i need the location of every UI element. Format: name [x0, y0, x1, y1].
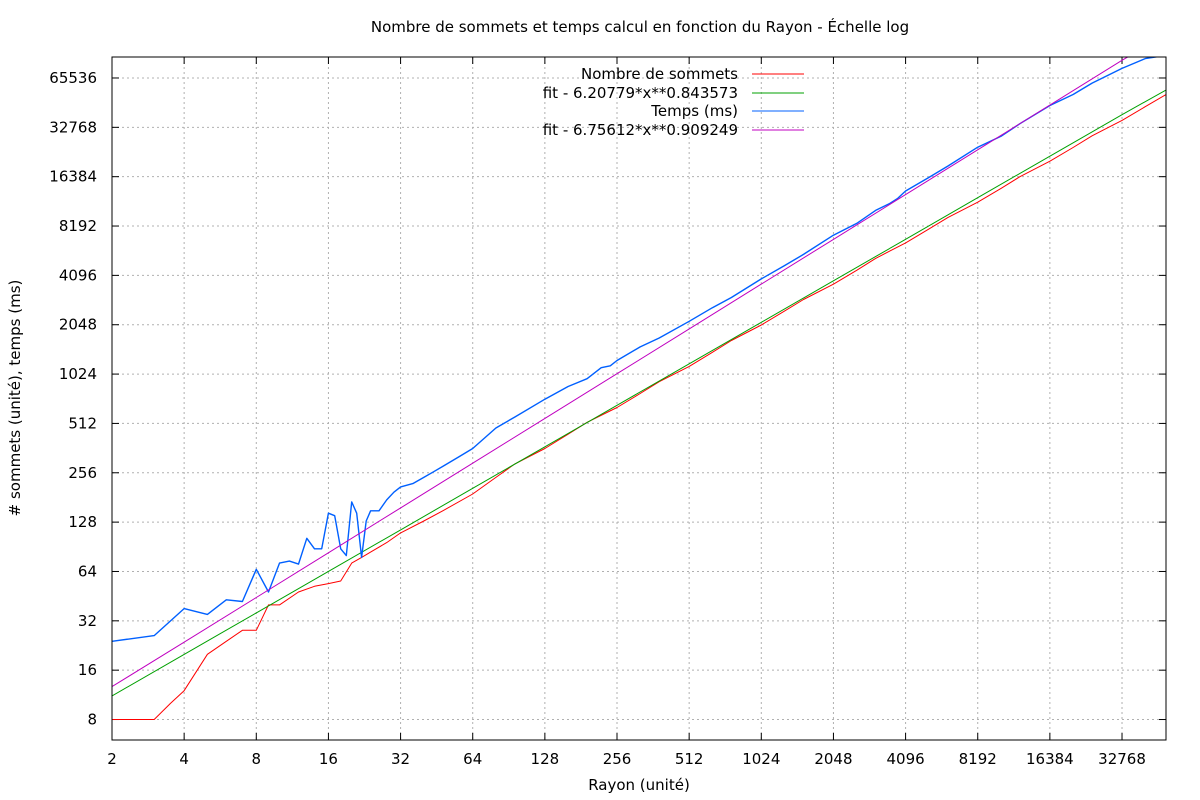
- x-tick-label: 2: [107, 750, 117, 768]
- x-tick-label: 32768: [1098, 750, 1146, 768]
- y-tick-label: 2048: [59, 316, 97, 334]
- x-tick-label: 64: [463, 750, 482, 768]
- y-tick-label: 256: [68, 464, 97, 482]
- x-tick-label: 16384: [1026, 750, 1074, 768]
- x-tick-label: 128: [531, 750, 560, 768]
- chart-title: Nombre de sommets et temps calcul en fon…: [371, 17, 909, 36]
- x-tick-label: 32: [391, 750, 410, 768]
- series-group: [112, 57, 1166, 720]
- series-line-1: [112, 89, 1166, 697]
- y-tick-label: 128: [68, 513, 97, 531]
- grid: [112, 57, 1166, 740]
- x-tick-label: 4096: [886, 750, 924, 768]
- series-line-2: [112, 57, 1161, 642]
- y-axis-label: # sommets (unité), temps (ms): [6, 280, 24, 517]
- x-tick-label: 256: [603, 750, 632, 768]
- y-tick-label: 1024: [59, 365, 97, 383]
- legend-label: Temps (ms): [650, 102, 738, 120]
- series-line-3: [112, 57, 1129, 688]
- x-tick-label: 1024: [742, 750, 780, 768]
- legend-label: fit - 6.75612*x**0.909249: [543, 121, 738, 139]
- x-tick-label: 4: [179, 750, 189, 768]
- y-tick-label: 32768: [49, 118, 97, 136]
- y-tick-label: 16384: [49, 168, 97, 186]
- x-tick-label: 2048: [814, 750, 852, 768]
- x-tick-label: 8: [252, 750, 262, 768]
- y-tick-label: 64: [78, 562, 97, 580]
- y-tick-label: 4096: [59, 266, 97, 284]
- y-tick-label: 8: [87, 711, 97, 729]
- y-tick-label: 65536: [49, 69, 97, 87]
- legend-label: Nombre de sommets: [581, 65, 738, 83]
- legend-label: fit - 6.20779*x**0.843573: [543, 84, 738, 102]
- y-tick-label: 16: [78, 661, 97, 679]
- axis-ticks: 2 4 8 16 32 64 128 256 512 1024 2048 4096 8192 16384 3…: [49, 57, 1166, 768]
- y-tick-label: 512: [68, 414, 97, 432]
- x-tick-label: 8192: [959, 750, 997, 768]
- x-tick-label: 16: [319, 750, 338, 768]
- y-tick-label: 32: [78, 612, 97, 630]
- y-tick-label: 8192: [59, 217, 97, 235]
- x-axis-label: Rayon (unité): [588, 776, 690, 794]
- plot-frame: [111, 56, 1167, 741]
- series-line-0: [112, 94, 1166, 720]
- x-tick-label: 512: [675, 750, 704, 768]
